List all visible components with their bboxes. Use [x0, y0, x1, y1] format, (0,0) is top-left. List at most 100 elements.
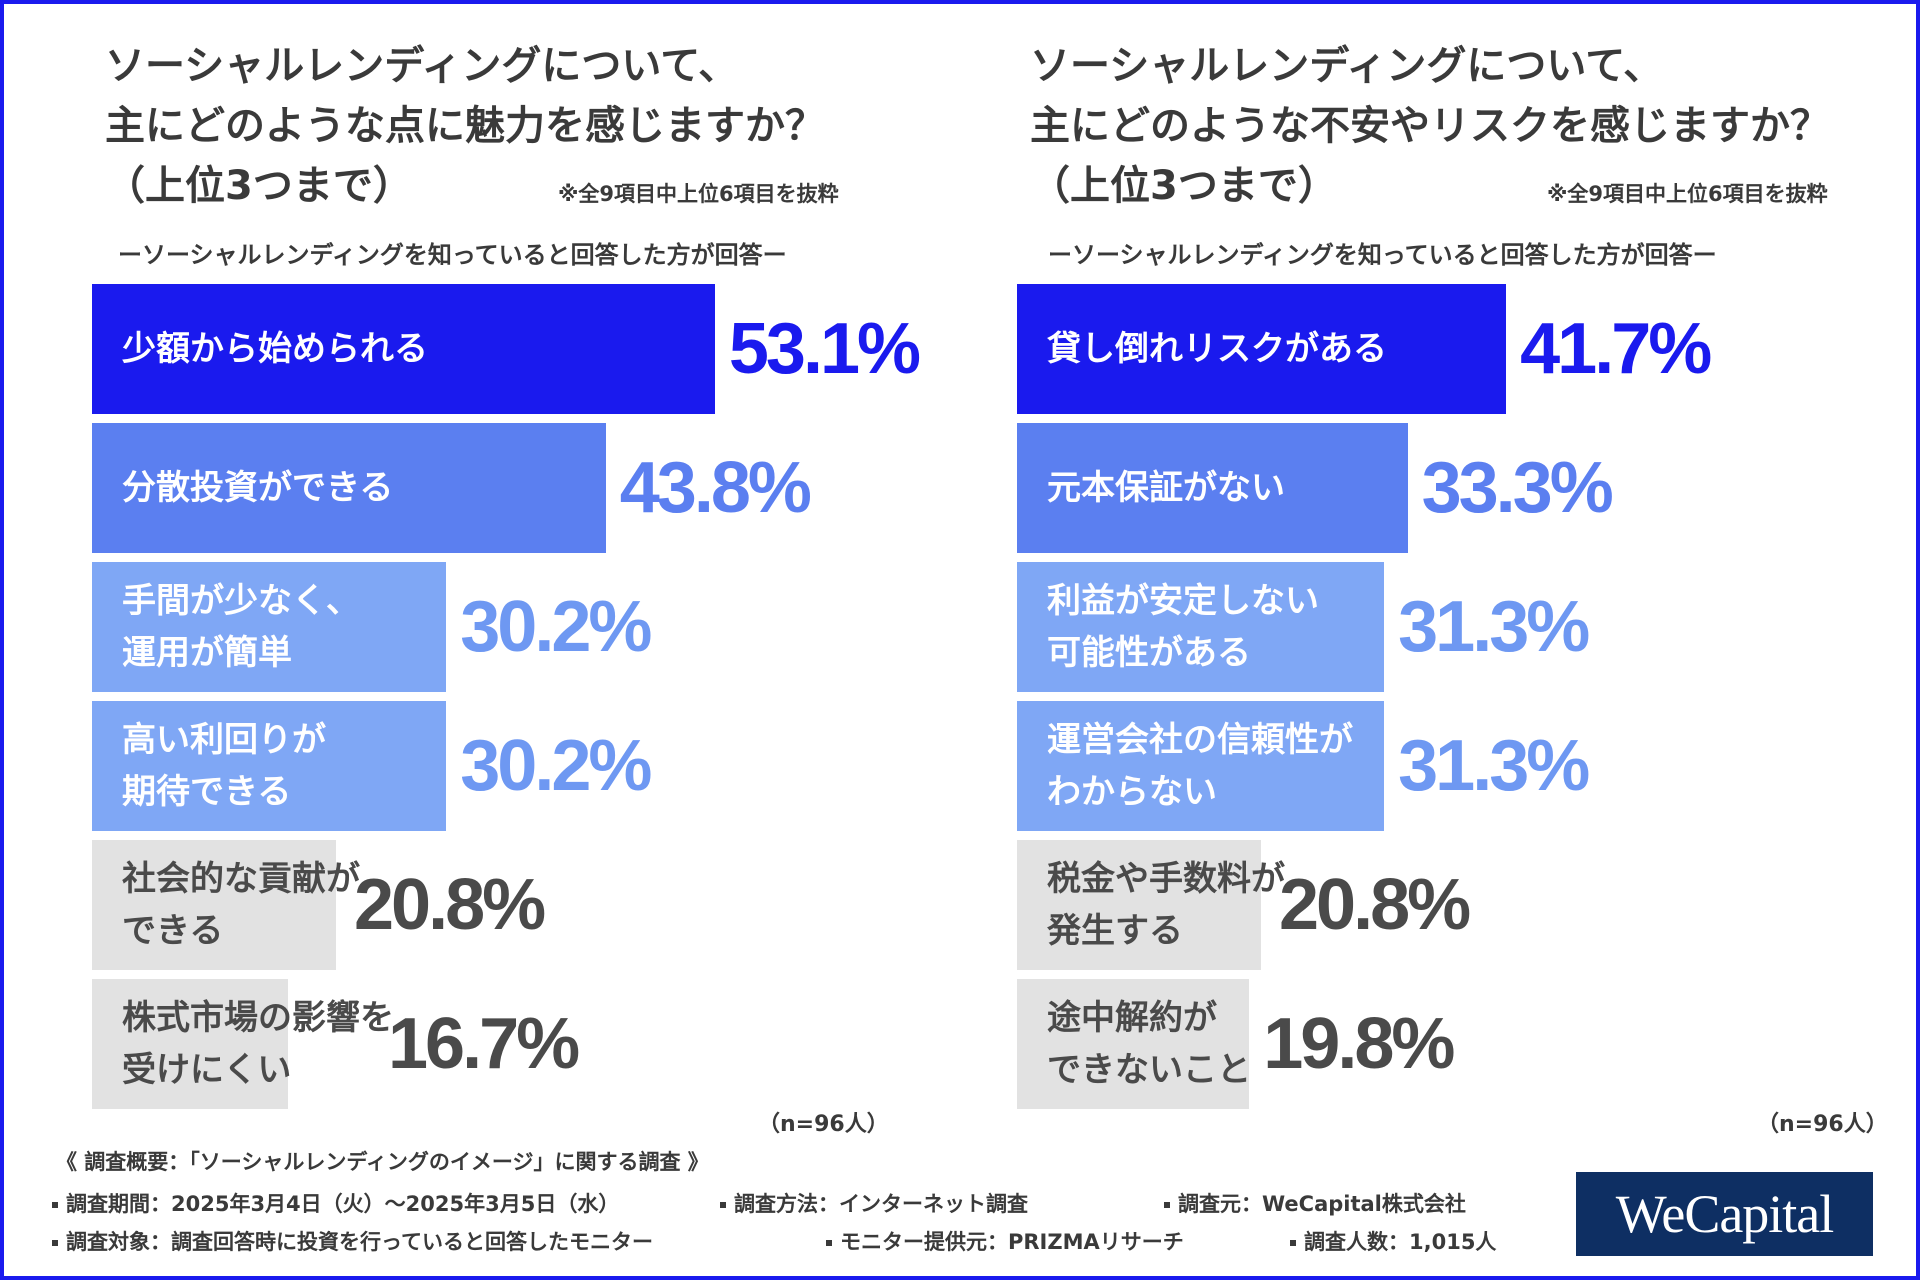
bar-label-line: 途中解約が — [1047, 998, 1217, 1038]
bar-label-line: 発生する — [1047, 911, 1183, 951]
chart-subtitle: ーソーシャルレンディングを知っていると回答した方が回答ー — [118, 241, 787, 269]
bar-label: 分散投資ができる — [122, 423, 393, 553]
bar — [1017, 701, 1385, 831]
bar-label-line: 株式市場の影響を — [122, 998, 394, 1038]
logo-text: WeCapital — [1615, 1184, 1835, 1244]
bar-value-label: 43.8% — [619, 448, 812, 528]
chart-subtitle: ーソーシャルレンディングを知っていると回答した方が回答ー — [1048, 241, 1717, 269]
chart-title: ソーシャルレンディングについて、 主にどのような点に魅力を感じますか？ （上位3… — [105, 36, 825, 216]
attraction-chart: ソーシャルレンディングについて、 主にどのような点に魅力を感じますか？ （上位3… — [0, 0, 960, 1137]
bar-row: 税金や手数料が 発生する 20.8% — [1017, 840, 1797, 970]
survey-method-text: 調査方法：インターネット調査 — [734, 1192, 1028, 1216]
survey-target: 調査対象：調査回答時に投資を行っていると回答したモニター — [52, 1226, 653, 1256]
bar-value-label: 31.3% — [1398, 587, 1590, 667]
bar-label-line: 利益が安定しない — [1047, 581, 1319, 621]
bullet-icon — [52, 1202, 58, 1208]
bar-row: 途中解約が できないこと 19.8% — [1017, 979, 1797, 1109]
bar-label: 貸し倒れリスクがある — [1047, 284, 1387, 414]
bar-value-label: 16.7% — [388, 1004, 580, 1084]
bar-label-line: 運営会社の信頼性が — [1047, 720, 1353, 760]
chart-title-line: （上位3つまで） — [105, 163, 413, 209]
chart-title-line: ソーシャルレンディングについて、 — [105, 43, 739, 89]
bar-label-line: できないこと — [1047, 1050, 1251, 1090]
bar — [92, 840, 336, 970]
bar-label-line: 高い利回りが — [122, 720, 326, 760]
bar — [1017, 423, 1408, 553]
bar-label-line: できる — [122, 911, 224, 951]
chart-title-line: （上位3つまで） — [1030, 163, 1338, 209]
survey-panel: モニター提供元：PRIZMAリサーチ — [826, 1226, 1184, 1256]
bar-label: 高い利回りが 期待できる — [122, 701, 326, 831]
bar-label: 元本保証がない — [1047, 423, 1285, 553]
wecapital-logo: WeCapital — [1576, 1172, 1873, 1256]
chart-title-line: 主にどのような不安やリスクを感じますか？ — [1030, 103, 1830, 149]
survey-footer: 《 調査概要：「ソーシャルレンディングのイメージ」に関する調査 》 調査期間：2… — [0, 1140, 1920, 1280]
bar-row: 分散投資ができる 43.8% — [92, 423, 872, 553]
bar-label-line: 期待できる — [122, 772, 292, 812]
bar-row: 貸し倒れリスクがある 41.7% — [1017, 284, 1797, 414]
bullet-icon — [1290, 1240, 1296, 1246]
bar-row: 手間が少なく、 運用が簡単 30.2% — [92, 562, 872, 692]
bullet-icon — [720, 1202, 726, 1208]
bar — [1017, 840, 1261, 970]
bar-label: 社会的な貢献が できる — [122, 840, 360, 970]
bar-row: 少額から始められる 53.1% — [92, 284, 921, 414]
bar-value-label: 30.2% — [460, 587, 652, 667]
bar-value-label: 20.8% — [354, 865, 546, 945]
bar-label-line: 運用が簡単 — [122, 633, 292, 673]
bar — [92, 284, 715, 414]
survey-source-text: 調査元：WeCapital株式会社 — [1178, 1192, 1466, 1216]
bar-label-line: 貸し倒れリスクがある — [1047, 329, 1387, 369]
bar — [92, 701, 447, 831]
bar-label: 株式市場の影響を 受けにくい — [122, 979, 394, 1109]
bar-row: 高い利回りが 期待できる 30.2% — [92, 701, 872, 831]
bar-row: 利益が安定しない 可能性がある 31.3% — [1017, 562, 1797, 692]
bar-label-line: 少額から始められる — [122, 329, 428, 369]
bar-value-label: 33.3% — [1421, 448, 1614, 528]
bar-label-line: 分散投資ができる — [122, 468, 394, 508]
bar — [1017, 979, 1250, 1109]
survey-count: 調査人数：1,015人 — [1290, 1226, 1496, 1256]
bar-label: 途中解約ができないこと — [1047, 979, 1251, 1109]
survey-method: 調査方法：インターネット調査 — [720, 1188, 1028, 1218]
bar-label-line: 元本保証がない — [1047, 468, 1285, 508]
chart-title-line: 主にどのような点に魅力を感じますか？ — [105, 103, 825, 149]
bar-label: 利益が安定しない 可能性がある — [1047, 562, 1319, 692]
bar — [92, 562, 447, 692]
survey-period-text: 調査期間：2025年3月4日（火）〜2025年3月5日（水） — [66, 1192, 620, 1216]
bar-value-label: 19.8% — [1263, 1004, 1455, 1084]
bar-label: 少額から始められる — [122, 284, 428, 414]
survey-title: 《 調査概要：「ソーシャルレンディングのイメージ」に関する調査 》 — [56, 1150, 709, 1174]
bar-label-line: わからない — [1047, 772, 1217, 812]
chart-title: ソーシャルレンディングについて、 主にどのような不安やリスクを感じますか？ （上… — [1030, 36, 1830, 216]
bar-row: 社会的な貢献が できる 20.8% — [92, 840, 872, 970]
survey-panel-text: モニター提供元：PRIZMAリサーチ — [840, 1230, 1184, 1254]
survey-target-text: 調査対象：調査回答時に投資を行っていると回答したモニター — [66, 1230, 653, 1254]
sample-size-label: （n=96人） — [1757, 1112, 1888, 1137]
sample-size-label: （n=96人） — [758, 1112, 889, 1137]
bar-label: 運営会社の信頼性が わからない — [1047, 701, 1353, 831]
survey-count-text: 調査人数：1,015人 — [1304, 1230, 1497, 1254]
bar-label: 手間が少なく、 運用が簡単 — [122, 562, 360, 692]
bar-value-label: 53.1% — [728, 309, 921, 389]
survey-source: 調査元：WeCapital株式会社 — [1164, 1188, 1466, 1218]
bar-label: 税金や手数料が 発生する — [1047, 840, 1285, 970]
bar-row: 運営会社の信頼性が わからない 31.3% — [1017, 701, 1797, 831]
bar-label-line: 可能性がある — [1047, 633, 1251, 673]
bar-row: 元本保証がない 33.3% — [1017, 423, 1797, 553]
bar-value-label: 31.3% — [1398, 726, 1590, 806]
bar — [1017, 284, 1507, 414]
survey-period: 調査期間：2025年3月4日（火）〜2025年3月5日（水） — [52, 1188, 619, 1218]
bar-row: 株式市場の影響を 受けにくい 16.7% — [92, 979, 872, 1109]
bar-label-line: 社会的な貢献が — [122, 859, 360, 899]
chart-note: ※全9項目中上位6項目を抜粋 — [1547, 182, 1828, 206]
bar — [1017, 562, 1385, 692]
chart-note: ※全9項目中上位6項目を抜粋 — [558, 182, 839, 206]
risk-chart: ソーシャルレンディングについて、 主にどのような不安やリスクを感じますか？ （上… — [925, 0, 1888, 1137]
bar — [92, 423, 606, 553]
bar — [92, 979, 288, 1109]
bar-label-line: 受けにくい — [122, 1050, 292, 1090]
bar-value-label: 30.2% — [460, 726, 652, 806]
chart-title-line: ソーシャルレンディングについて、 — [1030, 43, 1664, 89]
